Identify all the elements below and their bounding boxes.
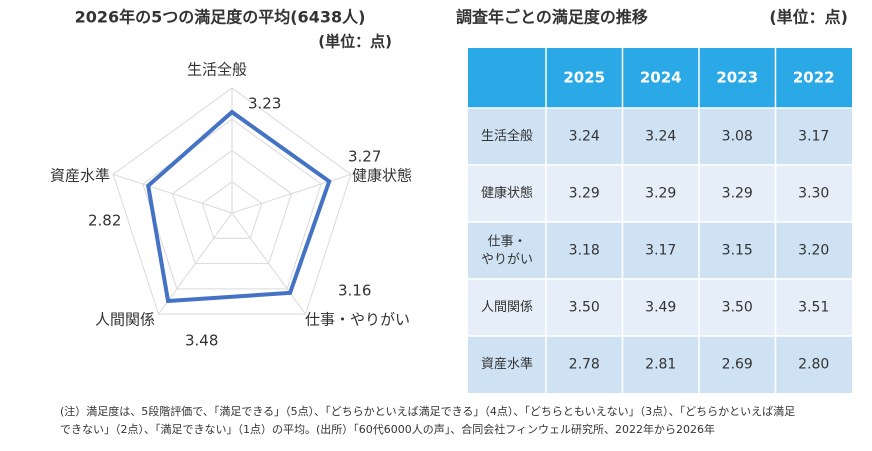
value-label: 3.16 [338, 282, 371, 300]
table-cell: 3.29 [569, 186, 600, 202]
table-cell: 2.69 [722, 357, 753, 373]
spoke [231, 173, 352, 214]
grid-ring [112, 87, 352, 315]
table-row-bg [468, 108, 852, 165]
table-cell: 3.17 [645, 243, 676, 259]
table-cell: 2.78 [569, 357, 600, 373]
value-label: 3.27 [348, 148, 381, 166]
table-cell: 3.24 [645, 129, 676, 145]
grid-ring [171, 149, 293, 265]
table-cell: 3.30 [798, 186, 829, 202]
category-label: 生活全般 [187, 61, 247, 79]
value-label: 3.23 [248, 95, 281, 113]
grid-ring [142, 118, 322, 290]
value-label: 2.82 [88, 212, 121, 230]
table-cell: 3.50 [722, 300, 753, 316]
row-label: 生活全般 [481, 128, 533, 144]
column-header: 2022 [793, 69, 835, 87]
chart-subtitle: (単位：点) [318, 33, 392, 51]
spoke [112, 173, 233, 214]
table-cell: 2.81 [645, 357, 676, 373]
chart-title: 2026年の5つの満足度の平均(6438人) [75, 8, 366, 27]
table-header-bg [468, 48, 852, 108]
table-cell: 3.24 [569, 129, 600, 145]
table-cell: 3.29 [645, 186, 676, 202]
table-cell: 3.08 [722, 129, 753, 145]
table-cell: 3.18 [569, 243, 600, 259]
spoke [158, 212, 233, 315]
category-label: 人間関係 [95, 311, 155, 329]
table-cell: 3.51 [798, 300, 829, 316]
spoke [231, 212, 306, 315]
category-label: 健康状態 [352, 167, 412, 185]
grid-ring [201, 181, 263, 239]
note-line: (注）満足度は、5段階評価で、「満足できる」（5点）、「どちらかといえば満足でき… [60, 404, 795, 418]
category-label: 資産水準 [50, 167, 110, 185]
row-label: 仕事・やりがい [481, 234, 533, 267]
category-label: 仕事・やりがい [305, 311, 410, 329]
column-header: 2023 [716, 69, 758, 87]
column-header: 2025 [563, 69, 605, 87]
table-cell: 3.49 [645, 300, 676, 316]
table-row-bg [468, 165, 852, 222]
table-cell: 3.15 [722, 243, 753, 259]
table-cell: 3.17 [798, 129, 829, 145]
table-cell: 2.80 [798, 357, 829, 373]
data-line [146, 109, 332, 304]
table-title: 調査年ごとの満足度の推移 [456, 8, 648, 27]
table-row-bg [468, 222, 852, 279]
row-label: 人間関係 [481, 300, 533, 315]
note-line: できない」（2点）、「満足できない」（1点）の平均。(出所）「60代6000人の… [60, 422, 715, 436]
row-label: 健康状態 [481, 185, 533, 201]
column-header: 2024 [640, 69, 682, 87]
table-cell: 3.20 [798, 243, 829, 259]
table-cell: 3.50 [569, 300, 600, 316]
table-cell: 3.29 [722, 186, 753, 202]
table-row-bg [468, 336, 852, 393]
table-row-bg [468, 279, 852, 336]
value-label: 3.48 [185, 332, 218, 350]
row-label: 資産水準 [481, 356, 533, 372]
table-unit: (単位：点) [769, 8, 848, 27]
